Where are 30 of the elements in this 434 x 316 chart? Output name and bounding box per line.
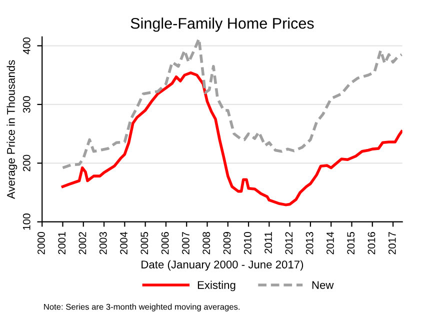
x-tick-label: 2010	[244, 232, 252, 254]
x-tick-label: 2002	[78, 232, 86, 254]
y-tick-label: 100	[22, 214, 30, 230]
x-tick-label: 2014	[326, 232, 334, 254]
text: Note: Series are 3-month weighted moving averages.	[44, 304, 240, 312]
x-tick-label: 2017	[388, 232, 396, 254]
line-series	[61, 71, 402, 206]
x-tick-label: 2006	[161, 232, 169, 254]
x-tick-label: 2003	[99, 232, 107, 254]
y-axis-title: Average Price in Thousands	[6, 60, 18, 199]
x-tick-label: 2000	[38, 232, 45, 254]
x-tick-label: 2001	[58, 232, 66, 254]
y-tick-label: 400	[22, 37, 30, 54]
x-axis-title: Date (January 2000 - June 2017)	[142, 260, 304, 271]
x-tick-label: 2008	[202, 232, 210, 254]
legend-label: New	[312, 281, 334, 289]
line-series	[61, 37, 402, 170]
y-tick-label: 300	[22, 96, 30, 113]
x-tick-label: 2011	[264, 232, 272, 254]
legend-label: Existing	[198, 280, 236, 292]
y-tick-label: 200	[22, 154, 30, 172]
x-tick-label: 2013	[306, 232, 314, 254]
x-tick-label: 2007	[182, 232, 190, 254]
x-tick-label: 2005	[140, 232, 148, 254]
x-tick-label: 2015	[347, 232, 355, 254]
x-tick-label: 2012	[285, 232, 293, 254]
chart-title: Single-Family Home Prices	[130, 18, 314, 32]
x-tick-label: 2004	[120, 232, 128, 254]
x-tick-label: 2016	[368, 232, 376, 254]
x-tick-label: 2009	[223, 232, 231, 254]
